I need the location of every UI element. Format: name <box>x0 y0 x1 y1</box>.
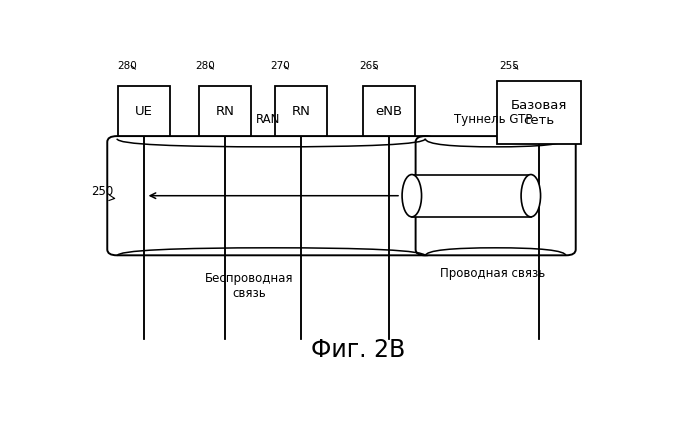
Text: Туннель GTP: Туннель GTP <box>454 113 532 126</box>
Ellipse shape <box>521 175 540 217</box>
FancyBboxPatch shape <box>107 136 435 255</box>
Text: eNB: eNB <box>376 104 403 118</box>
FancyBboxPatch shape <box>200 86 251 136</box>
Text: RN: RN <box>216 104 235 118</box>
FancyBboxPatch shape <box>275 86 327 136</box>
FancyBboxPatch shape <box>415 136 576 255</box>
Text: Беспроводная
связь: Беспроводная связь <box>205 272 294 300</box>
FancyBboxPatch shape <box>364 86 415 136</box>
Text: 250: 250 <box>91 185 114 198</box>
Ellipse shape <box>402 175 422 217</box>
Text: UE: UE <box>135 104 153 118</box>
Text: RN: RN <box>292 104 311 118</box>
Text: 255: 255 <box>500 61 519 71</box>
Text: 280: 280 <box>117 61 137 71</box>
Bar <box>412 175 530 217</box>
FancyBboxPatch shape <box>497 81 581 144</box>
Text: RAN: RAN <box>256 113 281 126</box>
Text: 280: 280 <box>195 61 215 71</box>
FancyBboxPatch shape <box>119 86 170 136</box>
Text: 270: 270 <box>270 61 290 71</box>
Text: Фиг. 2B: Фиг. 2B <box>311 338 405 362</box>
Text: 265: 265 <box>359 61 379 71</box>
Text: Проводная связь: Проводная связь <box>440 267 546 280</box>
Text: Базовая
сеть: Базовая сеть <box>511 99 567 126</box>
